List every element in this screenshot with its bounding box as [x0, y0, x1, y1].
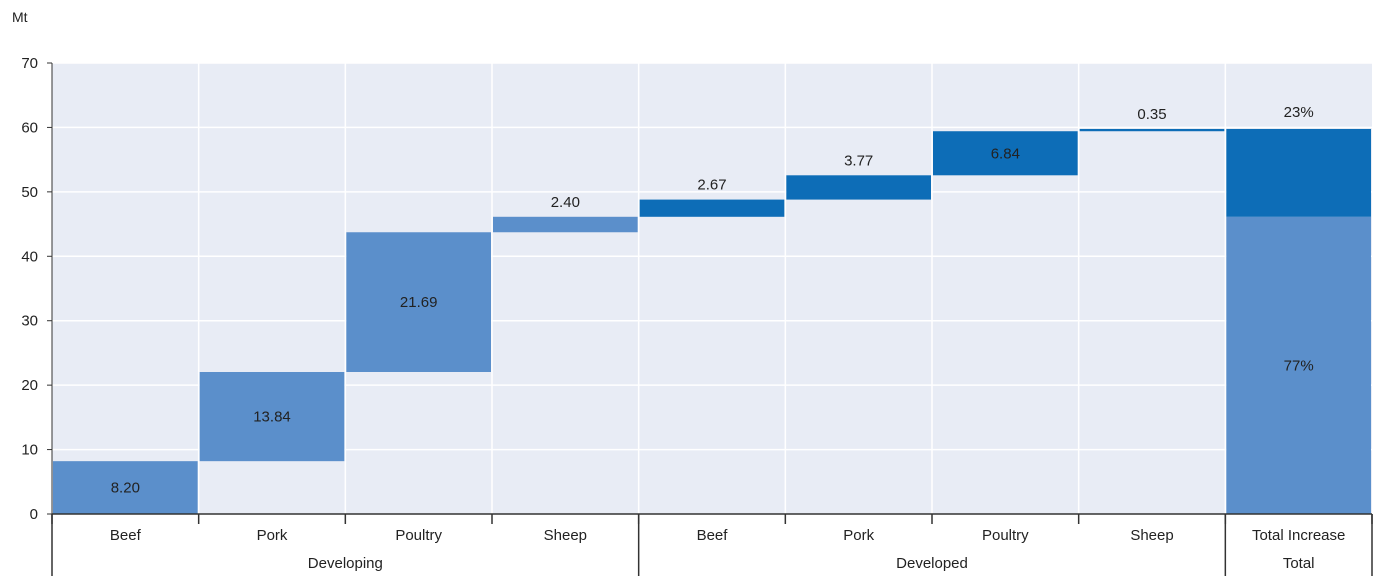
bar-developing-poultry	[346, 232, 491, 372]
y-tick-label: 20	[21, 377, 38, 394]
bar-developing-sheep	[493, 216, 638, 233]
group-label: Total	[1283, 555, 1315, 572]
y-tick-label: 0	[30, 506, 38, 523]
group-label: Developing	[308, 555, 383, 572]
data-label: 6.84	[991, 145, 1020, 162]
total-share-label: 77%	[1284, 357, 1314, 374]
data-label: 0.35	[1137, 106, 1166, 123]
y-axis-unit: Mt	[12, 9, 28, 25]
data-label: 2.40	[551, 194, 580, 211]
y-tick-label: 50	[21, 184, 38, 201]
bar-developed-pork	[786, 175, 931, 200]
x-category-label: Beef	[697, 527, 729, 544]
x-category-label: Total Increase	[1252, 527, 1345, 544]
data-label: 2.67	[697, 177, 726, 194]
data-label: 13.84	[253, 409, 291, 426]
total-bar-developing	[1226, 216, 1371, 514]
x-category-label: Poultry	[982, 527, 1029, 544]
x-category-label: Pork	[843, 527, 874, 544]
x-category-label: Pork	[257, 527, 288, 544]
bar-developed-sheep	[1079, 128, 1225, 132]
y-tick-label: 30	[21, 313, 38, 330]
group-label: Developed	[896, 555, 968, 572]
bar-developing-beef	[53, 461, 198, 514]
data-label: 3.77	[844, 152, 873, 169]
x-category-label: Poultry	[395, 527, 442, 544]
y-tick-label: 60	[21, 119, 38, 136]
data-label: 8.20	[111, 480, 140, 497]
total-bar-developed	[1226, 128, 1371, 217]
bar-developed-poultry	[933, 131, 1078, 176]
total-share-label: 23%	[1284, 104, 1314, 121]
x-category-label: Sheep	[544, 527, 587, 544]
y-tick-label: 70	[21, 55, 38, 72]
x-category-label: Sheep	[1130, 527, 1173, 544]
bar-developed-beef	[639, 199, 785, 217]
bar-developing-pork	[199, 371, 345, 462]
y-tick-label: 10	[21, 442, 38, 459]
x-category-label: Beef	[110, 527, 142, 544]
data-label: 21.69	[400, 294, 438, 311]
y-tick-label: 40	[21, 248, 38, 265]
